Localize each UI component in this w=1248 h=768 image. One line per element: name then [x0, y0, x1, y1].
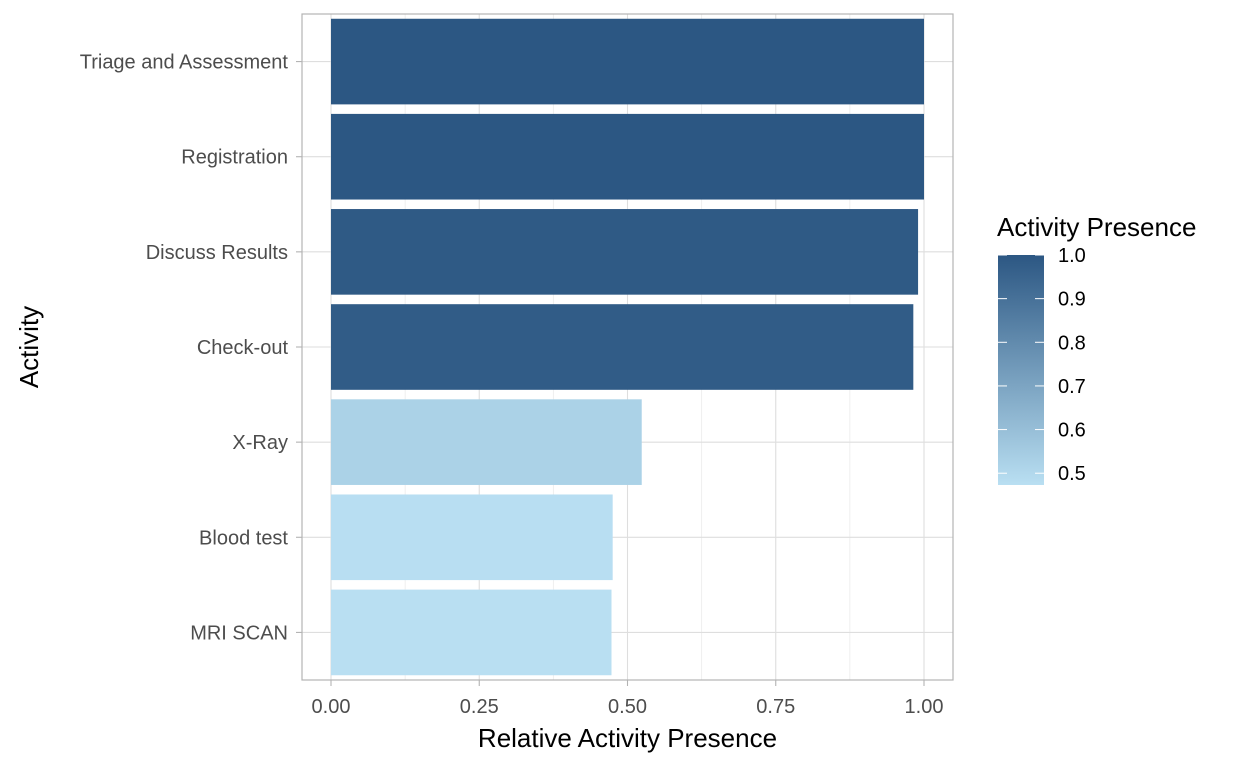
- bar: [331, 304, 914, 390]
- legend-tick-label: 1.0: [1058, 245, 1086, 267]
- x-tick-label: 0.50: [608, 696, 647, 718]
- x-tick-label: 0.25: [460, 696, 499, 718]
- y-tick-label: Triage and Assessment: [80, 52, 289, 74]
- legend-tick-label: 0.8: [1058, 332, 1086, 354]
- legend-tick-label: 0.6: [1058, 420, 1086, 442]
- x-tick-label: 1.00: [905, 696, 944, 718]
- y-tick-label: X-Ray: [232, 432, 288, 454]
- legend-title: Activity Presence: [997, 212, 1196, 242]
- y-tick-label: Discuss Results: [146, 242, 288, 264]
- bar: [331, 209, 919, 295]
- legend: Activity Presence 1.0 0.9 0.8 0.7 0.6 0.5: [997, 212, 1196, 485]
- legend-tick-label: 0.9: [1058, 289, 1086, 311]
- bars: [331, 18, 924, 676]
- x-tick-label: 0.75: [756, 696, 795, 718]
- y-tick-label: Check-out: [197, 337, 289, 359]
- y-tick-label: Registration: [181, 147, 288, 169]
- bar: [331, 399, 642, 485]
- legend-tick-label: 0.7: [1058, 376, 1086, 398]
- x-axis-ticks: 0.00 0.25 0.50 0.75 1.00: [312, 680, 944, 718]
- x-axis-title: Relative Activity Presence: [478, 723, 777, 753]
- bar: [331, 494, 613, 581]
- y-tick-label: MRI SCAN: [190, 622, 288, 644]
- y-tick-label: Blood test: [199, 527, 288, 549]
- legend-tick-label: 0.5: [1058, 463, 1086, 485]
- bar: [331, 18, 924, 105]
- x-tick-label: 0.00: [312, 696, 351, 718]
- bar: [331, 113, 924, 200]
- legend-colorbar: [998, 255, 1044, 485]
- bar: [331, 589, 612, 676]
- y-axis-title: Activity: [14, 306, 44, 388]
- y-axis-ticks: Triage and Assessment Registration Discuss…: [80, 52, 302, 644]
